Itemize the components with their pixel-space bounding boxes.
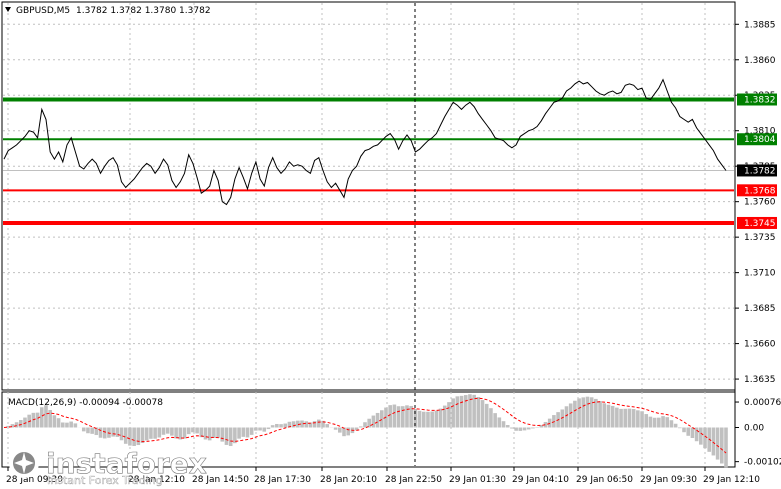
time-axis: 28 Jan 09:30 28 Jan 12:10 28 Jan 14:50 28 J…: [6, 467, 760, 485]
price-series-layer: [3, 78, 727, 206]
resistance-level-tag: [737, 93, 777, 106]
x-tick-label: 29 Jan 06:50: [576, 475, 633, 485]
x-tick-label: 28 Jan 14:50: [192, 475, 249, 485]
support-level-label: 1.3745: [744, 219, 776, 229]
support-level-tag: [737, 184, 777, 197]
ohlc-values: 1.3782 1.3782 1.3780 1.3782: [76, 6, 211, 16]
y-tick-label: 1.3760: [744, 198, 776, 208]
main-plot-frame: [1, 1, 736, 391]
y-tick-label: 1.3885: [744, 20, 776, 30]
symbol-label: GBPUSD,M5: [16, 6, 70, 16]
resistance-level-label: 1.3804: [744, 135, 776, 145]
logo-tagline: Instant Forex Trading: [47, 474, 163, 487]
instaforex-logo: instaforex Instant Forex Trading: [9, 447, 207, 487]
x-tick-label: 29 Jan 12:10: [703, 475, 760, 485]
macd-signal-line: [3, 397, 727, 454]
levels-layer: 1.3832 1.3804 1.3768 1.3745 1.3782: [3, 93, 777, 229]
y-tick-label: 1.3660: [744, 340, 776, 350]
macd-tick-label: 0.00076: [744, 398, 781, 408]
x-tick-label: 28 Jan 09:30: [6, 475, 63, 485]
support-level-label: 1.3768: [744, 186, 776, 196]
price-series-line: [3, 78, 727, 206]
y-tick-label: 1.3860: [744, 56, 776, 66]
x-tick-label: 28 Jan 17:30: [254, 475, 311, 485]
y-tick-label: 1.3635: [744, 375, 776, 385]
macd-tick-label: 0.00: [744, 423, 764, 433]
current-price-tag: [737, 164, 777, 177]
symbol-menu-icon[interactable]: [5, 7, 11, 12]
resistance-level-label: 1.3832: [744, 96, 776, 106]
y-tick-label: 1.3810: [744, 127, 776, 137]
instaforex-logo-icon: [9, 448, 39, 478]
y-tick-label: 1.3710: [744, 269, 776, 279]
grid-layer: [3, 3, 734, 466]
macd-tick-label: -0.00102: [744, 458, 781, 468]
resistance-level-tag: [737, 133, 777, 146]
price-axis: 1.38851.38601.38351.38101.37851.37601.37…: [735, 20, 776, 385]
support-level-tag: [737, 216, 777, 229]
y-tick-label: 1.3685: [744, 304, 776, 314]
x-tick-label: 28 Jan 12:10: [128, 475, 185, 485]
x-tick-label: 29 Jan 09:30: [640, 475, 697, 485]
current-price-label: 1.3782: [744, 166, 776, 176]
macd-label: MACD(12,26,9) -0.00094 -0.00078: [8, 398, 163, 408]
x-tick-label: 28 Jan 20:10: [320, 475, 377, 485]
logo-name: instaforex: [46, 447, 207, 480]
macd-layer: 0.00076 0.00 -0.00102: [3, 394, 781, 468]
x-tick-label: 29 Jan 04:10: [512, 475, 569, 485]
x-tick-label: 28 Jan 22:50: [385, 475, 442, 485]
x-tick-label: 29 Jan 01:30: [449, 475, 506, 485]
y-tick-label: 1.3735: [744, 233, 776, 243]
